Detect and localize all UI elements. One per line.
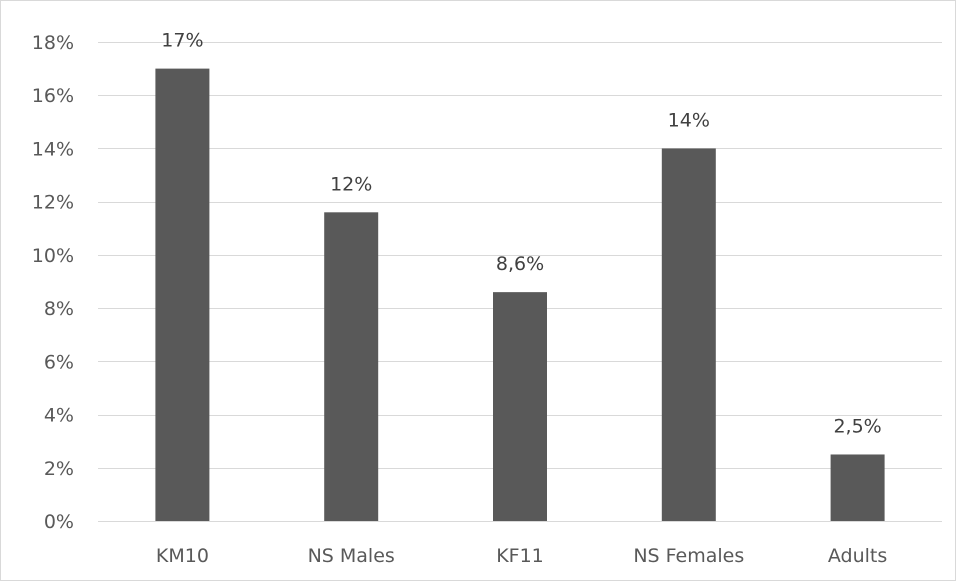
data-label: 2,5% [833, 415, 881, 437]
y-axis-ticks: 0% 2% 4% 6% 8% 10% 12% 14% 16% 18% [32, 32, 74, 533]
y-tick-label: 2% [44, 458, 74, 480]
data-label: 8,6% [496, 253, 544, 275]
bar [155, 68, 210, 521]
x-category-label: NS Males [308, 545, 395, 567]
y-tick-label: 18% [32, 32, 74, 54]
x-category-label: Adults [828, 545, 887, 567]
y-tick-label: 0% [44, 511, 74, 533]
x-axis-categories: KM10 NS Males KF11 NS Females Adults [156, 545, 887, 567]
data-labels: 17% 12% 8,6% 14% 2,5% [161, 30, 881, 438]
bar [324, 212, 379, 522]
y-tick-label: 6% [44, 351, 74, 373]
x-category-label: KM10 [156, 545, 209, 567]
y-tick-label: 10% [32, 245, 74, 267]
x-category-label: KF11 [496, 545, 544, 567]
y-tick-label: 14% [32, 138, 74, 160]
bars [155, 68, 885, 522]
y-tick-label: 8% [44, 298, 74, 320]
y-tick-label: 16% [32, 85, 74, 107]
y-tick-label: 4% [44, 405, 74, 427]
x-category-label: NS Females [633, 545, 744, 567]
data-label: 12% [330, 173, 372, 195]
data-label: 14% [668, 109, 710, 131]
y-tick-label: 12% [32, 192, 74, 214]
data-label: 17% [161, 30, 203, 52]
bar [830, 454, 885, 521]
bar [661, 148, 716, 521]
bar [493, 292, 547, 521]
